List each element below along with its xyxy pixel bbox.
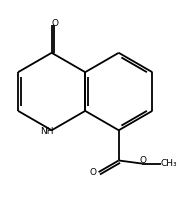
Text: O: O <box>51 19 58 28</box>
Text: O: O <box>90 168 97 177</box>
Text: NH: NH <box>40 127 53 136</box>
Text: O: O <box>139 156 146 164</box>
Text: CH₃: CH₃ <box>161 159 177 168</box>
